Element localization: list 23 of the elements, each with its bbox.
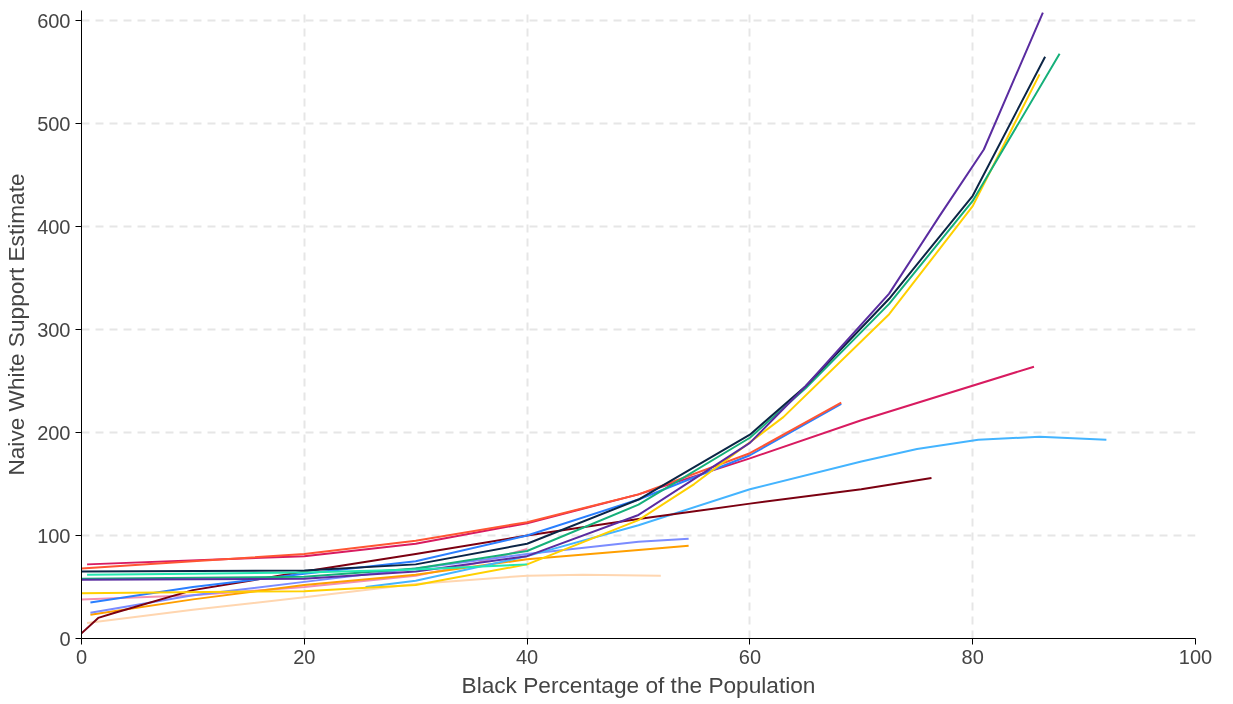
x-tick-label: 80 — [961, 645, 984, 668]
line-series — [81, 476, 933, 635]
y-tick-label: 500 — [37, 112, 71, 135]
line-series — [364, 435, 1108, 589]
x-axis-title: Black Percentage of the Population — [461, 671, 816, 698]
line-series — [81, 401, 843, 570]
line-series — [86, 573, 662, 625]
x-tick-label: 40 — [515, 645, 539, 668]
x-tick-label: 0 — [75, 645, 88, 668]
line-series — [86, 365, 1035, 566]
line-series — [81, 547, 529, 601]
y-tick-label: 400 — [37, 215, 71, 238]
x-tick-label: 100 — [1178, 645, 1213, 668]
line-series — [86, 563, 529, 576]
y-tick-label: 600 — [37, 9, 71, 32]
x-tick-label: 20 — [293, 645, 316, 668]
x-tick-label: 60 — [738, 645, 762, 668]
y-tick-label: 0 — [59, 627, 71, 650]
y-axis-title: Naive White Support Estimate — [3, 173, 30, 476]
line-series — [89, 402, 843, 604]
y-tick-label: 200 — [37, 421, 71, 444]
y-tick-label: 100 — [37, 524, 71, 547]
y-tick-label: 300 — [37, 318, 71, 341]
